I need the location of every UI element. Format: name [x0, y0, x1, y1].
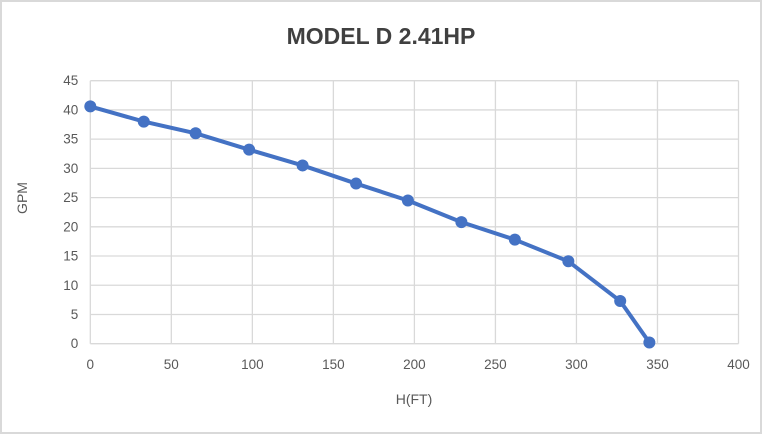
x-axis-title: H(FT): [395, 391, 433, 407]
data-point-marker: [296, 159, 309, 172]
y-tick-label: 5: [71, 307, 79, 322]
x-tick-label: 100: [241, 357, 264, 372]
data-point-marker: [189, 127, 202, 140]
y-tick-label: 35: [63, 132, 78, 147]
data-point-marker: [401, 194, 414, 207]
x-tick-label: 0: [87, 357, 95, 372]
y-axis-title: GPM: [14, 182, 30, 214]
data-point-marker: [137, 115, 150, 128]
series-line: [88, 104, 652, 345]
data-point-marker: [243, 143, 256, 156]
y-tick-label: 10: [63, 278, 78, 293]
data-point-marker: [562, 255, 575, 268]
x-tick-label: 50: [164, 357, 179, 372]
y-tick-label: 20: [63, 219, 78, 234]
y-tick-label: 45: [63, 73, 78, 88]
x-tick-label: 300: [565, 357, 588, 372]
data-point-marker: [508, 233, 521, 246]
x-tick-label: 350: [646, 357, 669, 372]
y-tick-label: 25: [63, 190, 78, 205]
data-point-marker: [614, 295, 627, 308]
data-point-marker: [84, 100, 97, 113]
data-point-marker: [643, 336, 656, 349]
data-point-marker: [455, 216, 468, 229]
chart-title: MODEL D 2.41HP: [286, 23, 476, 49]
x-tick-label: 200: [403, 357, 426, 372]
y-tick-label: 40: [63, 102, 78, 117]
y-tick-label: 30: [63, 161, 78, 176]
data-point-marker: [350, 177, 363, 190]
y-tick-label: 0: [71, 336, 79, 351]
x-tick-label: 400: [727, 357, 750, 372]
y-tick-label: 15: [63, 249, 78, 264]
x-tick-label: 250: [484, 357, 507, 372]
x-tick-label: 150: [322, 357, 345, 372]
